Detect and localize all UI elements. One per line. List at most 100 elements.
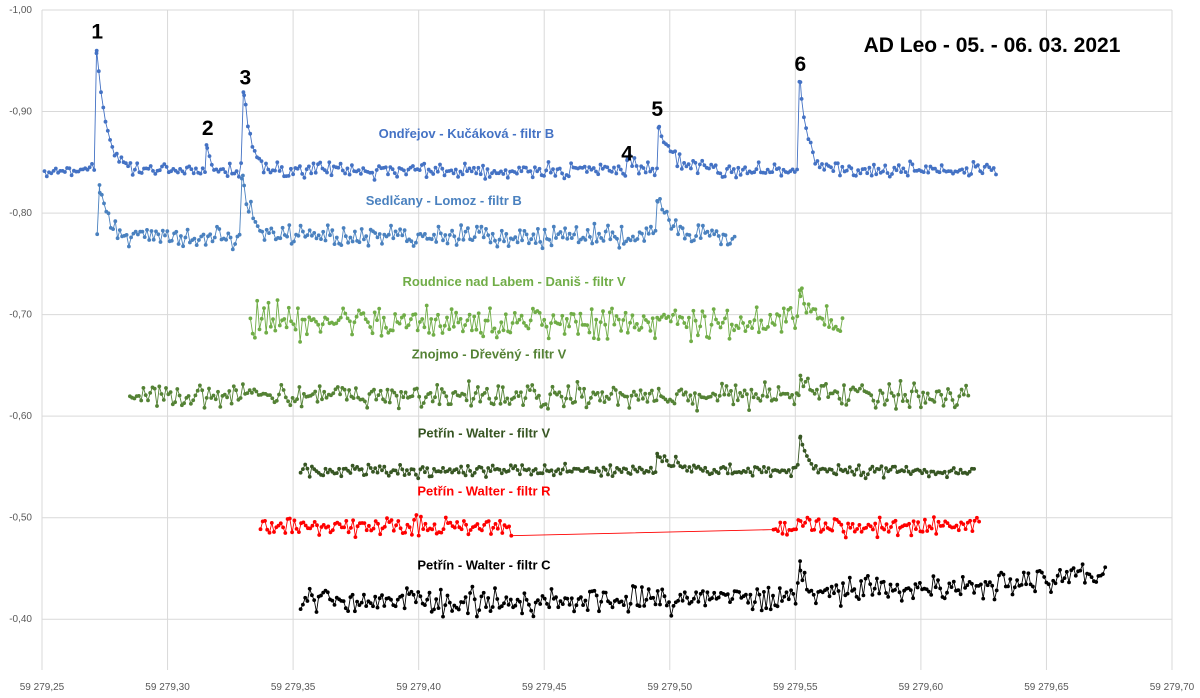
data-point (354, 386, 358, 391)
data-point (971, 160, 976, 164)
data-point (417, 394, 422, 399)
data-point (357, 240, 362, 245)
data-point (391, 236, 396, 241)
data-point (754, 392, 758, 396)
data-point (375, 235, 380, 240)
data-point (325, 590, 330, 595)
data-point (582, 386, 586, 391)
data-point (232, 171, 237, 176)
x-tick-label: 59 279,25 (20, 682, 65, 693)
data-point (353, 535, 358, 539)
data-point (405, 522, 410, 527)
data-point (762, 590, 766, 594)
data-point (660, 587, 665, 592)
data-point (612, 165, 616, 170)
data-point (522, 229, 527, 233)
data-point (249, 199, 253, 204)
data-point (809, 309, 813, 314)
data-point (490, 171, 494, 176)
data-point (885, 171, 890, 175)
data-point (418, 320, 422, 324)
data-point (510, 321, 515, 325)
data-point (631, 234, 635, 239)
data-point (623, 310, 628, 315)
data-point (497, 237, 502, 242)
data-point (94, 48, 99, 53)
data-point (155, 404, 159, 408)
data-point (569, 469, 574, 474)
data-point (545, 602, 549, 606)
data-point (154, 229, 158, 234)
data-point (692, 238, 696, 243)
data-point (710, 228, 714, 233)
data-point (562, 332, 567, 336)
data-point (540, 323, 544, 327)
data-point (701, 469, 705, 473)
data-point (188, 240, 192, 245)
data-point (450, 609, 454, 613)
data-point (657, 124, 662, 129)
data-point (136, 232, 140, 237)
data-point (395, 597, 400, 602)
data-point (708, 394, 713, 399)
data-point (799, 377, 803, 382)
data-point (834, 583, 839, 588)
data-point (641, 314, 646, 318)
data-point (686, 162, 691, 167)
data-point (307, 474, 312, 479)
data-point (301, 467, 305, 471)
data-point (882, 527, 887, 532)
data-point (787, 395, 792, 400)
data-point (664, 209, 669, 214)
data-point (560, 467, 565, 472)
data-point (375, 605, 380, 610)
data-point (423, 603, 427, 607)
data-point (379, 333, 384, 338)
data-point (126, 164, 130, 169)
data-point (738, 173, 743, 177)
data-point (455, 520, 459, 524)
data-point (793, 601, 798, 606)
data-point (403, 390, 408, 395)
data-point (464, 398, 469, 403)
data-point (119, 155, 124, 160)
y-tick-label: -0,50 (9, 513, 32, 524)
data-point (375, 470, 380, 475)
data-point (447, 233, 452, 237)
data-point (102, 201, 106, 206)
data-point (830, 528, 835, 533)
data-point (655, 589, 660, 593)
y-tick-label: -0,80 (9, 208, 32, 219)
data-point (280, 225, 285, 230)
data-point (758, 398, 763, 403)
data-point (600, 390, 605, 394)
data-point (355, 599, 359, 604)
data-point (728, 600, 732, 604)
data-point (714, 229, 719, 234)
data-point (281, 388, 286, 392)
data-point (741, 321, 745, 325)
data-point (988, 580, 992, 585)
data-point (886, 595, 891, 599)
data-point (146, 166, 151, 171)
data-point (793, 326, 797, 330)
data-point (861, 593, 866, 598)
data-point (685, 595, 689, 600)
data-point (943, 397, 948, 402)
data-point (277, 323, 282, 328)
data-point (268, 324, 273, 329)
data-point (1064, 569, 1069, 574)
data-point (456, 237, 461, 242)
data-point (716, 321, 721, 325)
data-point (266, 300, 271, 305)
data-point (506, 244, 511, 249)
data-point (391, 528, 396, 533)
data-point (482, 523, 487, 527)
data-point (238, 396, 243, 400)
data-point (747, 408, 751, 412)
data-point (143, 393, 148, 397)
data-point (882, 402, 887, 407)
data-point (346, 609, 350, 613)
data-point (400, 593, 405, 598)
data-point (680, 226, 685, 231)
